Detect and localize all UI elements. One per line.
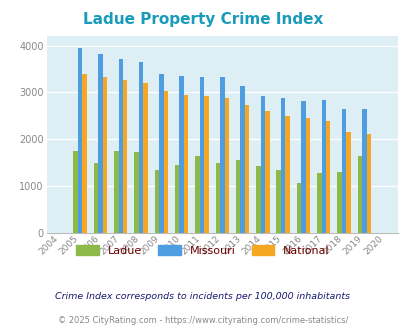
Bar bbox=[321, 100, 325, 233]
Bar bbox=[139, 62, 143, 233]
Bar bbox=[94, 163, 98, 233]
Bar bbox=[280, 98, 285, 233]
Bar bbox=[220, 77, 224, 233]
Bar bbox=[98, 54, 102, 233]
Bar bbox=[244, 106, 249, 233]
Bar bbox=[341, 109, 345, 233]
Bar bbox=[256, 166, 260, 233]
Bar bbox=[276, 170, 280, 233]
Bar bbox=[175, 165, 179, 233]
Bar bbox=[183, 95, 188, 233]
Bar bbox=[82, 74, 87, 233]
Bar bbox=[357, 156, 361, 233]
Bar bbox=[143, 83, 147, 233]
Bar bbox=[114, 151, 118, 233]
Bar bbox=[305, 118, 309, 233]
Bar bbox=[361, 109, 366, 233]
Bar bbox=[78, 49, 82, 233]
Bar bbox=[215, 163, 220, 233]
Bar bbox=[260, 96, 264, 233]
Bar bbox=[159, 74, 163, 233]
Text: Crime Index corresponds to incidents per 100,000 inhabitants: Crime Index corresponds to incidents per… bbox=[55, 292, 350, 301]
Bar bbox=[179, 76, 183, 233]
Bar bbox=[163, 90, 168, 233]
Bar bbox=[316, 173, 321, 233]
Legend: Ladue, Missouri, National: Ladue, Missouri, National bbox=[72, 241, 333, 260]
Bar bbox=[118, 59, 123, 233]
Bar bbox=[195, 155, 199, 233]
Bar bbox=[285, 116, 289, 233]
Bar bbox=[204, 96, 208, 233]
Bar bbox=[102, 77, 107, 233]
Bar bbox=[296, 183, 301, 233]
Bar bbox=[240, 86, 244, 233]
Bar bbox=[224, 98, 228, 233]
Bar bbox=[264, 111, 269, 233]
Bar bbox=[235, 160, 240, 233]
Bar bbox=[325, 121, 330, 233]
Bar bbox=[301, 101, 305, 233]
Bar bbox=[154, 170, 159, 233]
Bar bbox=[73, 151, 78, 233]
Text: © 2025 CityRating.com - https://www.cityrating.com/crime-statistics/: © 2025 CityRating.com - https://www.city… bbox=[58, 316, 347, 325]
Bar bbox=[345, 132, 350, 233]
Bar bbox=[366, 135, 370, 233]
Text: Ladue Property Crime Index: Ladue Property Crime Index bbox=[83, 12, 322, 26]
Bar bbox=[123, 80, 127, 233]
Bar bbox=[134, 152, 139, 233]
Bar bbox=[199, 77, 204, 233]
Bar bbox=[337, 172, 341, 233]
